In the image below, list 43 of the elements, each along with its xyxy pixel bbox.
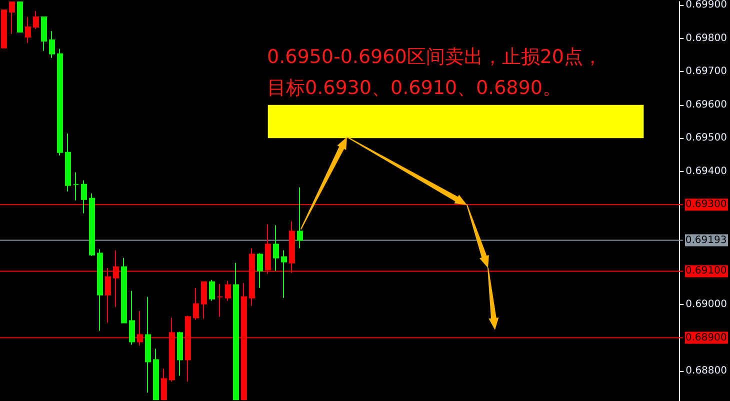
candlestick [49,30,55,58]
y-tick-label: 0.69700 [686,66,728,78]
candlestick [233,262,239,400]
candlestick [1,9,7,48]
y-tick-label: 0.69400 [686,166,728,177]
annotation: 0.6950-0.6960区间卖出，止损20点， [267,45,602,70]
y-tick-label: 0.69600 [686,99,728,110]
candlestick [65,132,71,192]
y-tick-label: 0.69900 [686,0,728,10]
candlestick [73,172,79,201]
candlestick [281,250,287,298]
ref-line-label: 0.69100 [685,266,727,277]
candlestick [201,281,207,320]
candlestick [41,16,47,52]
candlestick [33,10,39,30]
candlestick [209,279,215,302]
candlestick [129,290,135,346]
ref-line-label: 0.69193 [685,234,727,246]
candlestick [121,257,127,324]
candlestick [17,2,23,32]
candlestick [97,248,103,332]
candlestick [257,252,263,288]
ref-line-label: 0.68900 [685,332,727,344]
candlestick [153,348,159,400]
annotation: 目标0.6930、0.6910、0.6890。 [267,76,562,101]
y-tick-label: 0.69800 [686,32,728,44]
ref-line-label: 0.69300 [685,199,727,210]
candlestick [297,186,303,249]
candlestick [273,224,279,272]
candlestick [57,48,63,156]
candlestick [9,2,15,34]
candlestick [89,192,95,256]
candlestick [81,180,87,214]
candlestick [225,280,231,302]
y-tick-label: 0.69500 [686,132,728,144]
candlestick [25,16,31,44]
candlestick [217,283,223,318]
candlestick [161,368,167,400]
y-tick-label: 0.69000 [686,298,728,310]
candlestick [193,287,199,320]
candlestick [145,296,151,394]
candlestick [177,331,183,376]
y-tick-label: 0.68800 [686,366,728,377]
